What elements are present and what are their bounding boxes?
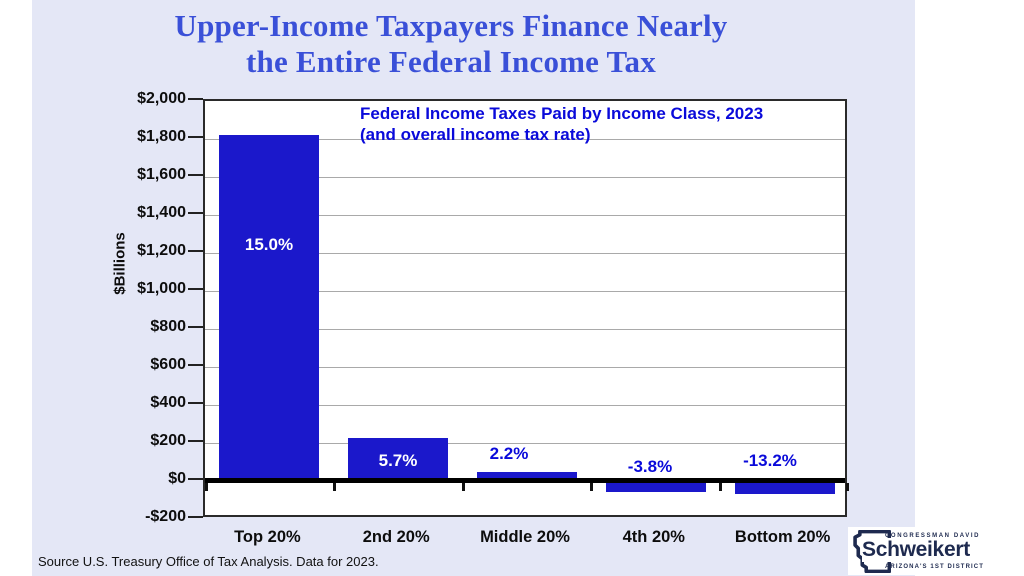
- x-tick-mark: [846, 483, 849, 491]
- y-tick-mark: [188, 440, 203, 442]
- y-gridline: [205, 443, 845, 444]
- y-tick-mark: [188, 250, 203, 252]
- slide-title-line2: the Entire Federal Income Tax: [246, 44, 656, 79]
- bar-4th-20-: [605, 481, 706, 493]
- y-tick-label: $0: [168, 470, 186, 487]
- chart-subtitle-line2: (and overall income tax rate): [360, 125, 591, 144]
- x-category-label: 4th 20%: [622, 528, 685, 546]
- logo-congressman-text: CONGRESSMAN DAVID: [885, 533, 981, 539]
- x-category-label: Top 20%: [234, 528, 301, 546]
- y-tick-mark: [188, 212, 203, 214]
- x-category-label: Middle 20%: [480, 528, 570, 546]
- x-tick-mark: [205, 483, 208, 491]
- y-gridline: [205, 329, 845, 330]
- y-tick-mark: [188, 478, 203, 480]
- y-gridline: [205, 253, 845, 254]
- slide-title-line1: Upper-Income Taxpayers Finance Nearly: [174, 8, 728, 43]
- y-tick-label: $200: [150, 432, 186, 449]
- x-tick-mark: [461, 483, 465, 491]
- rate-label: 2.2%: [489, 444, 529, 463]
- rate-label: 15.0%: [244, 235, 294, 254]
- y-tick-label: $1,200: [137, 242, 186, 259]
- y-gridline: [205, 405, 845, 406]
- y-tick-label: -$200: [145, 508, 186, 525]
- chart-subtitle: Federal Income Taxes Paid by Income Clas…: [360, 103, 763, 145]
- y-tick-mark: [188, 174, 203, 176]
- y-tick-label: $800: [150, 318, 186, 335]
- y-tick-label: $1,400: [137, 204, 186, 221]
- bar-top-20-: [219, 135, 320, 481]
- chart-subtitle-line1: Federal Income Taxes Paid by Income Clas…: [360, 104, 764, 123]
- x-tick-mark: [332, 483, 336, 491]
- bar-bottom-20-: [734, 481, 835, 495]
- slide: Upper-Income Taxpayers Finance Nearly th…: [32, 0, 915, 576]
- logo-name-text: Schweikert: [862, 538, 972, 562]
- y-gridline: [205, 177, 845, 178]
- y-tick-label: $600: [150, 356, 186, 373]
- y-tick-label: $1,800: [137, 128, 186, 145]
- y-gridline: [205, 291, 845, 292]
- plot-area: Federal Income Taxes Paid by Income Clas…: [203, 99, 849, 517]
- y-tick-label: $1,600: [137, 166, 186, 183]
- y-gridline: [205, 367, 845, 368]
- y-tick-mark: [188, 516, 203, 518]
- y-gridline: [205, 139, 845, 140]
- y-tick-label: $1,000: [137, 280, 186, 297]
- bar-2nd-20-: [348, 438, 449, 481]
- y-tick-mark: [188, 98, 203, 100]
- x-category-label: Bottom 20%: [734, 528, 831, 546]
- x-category-label: 2nd 20%: [362, 528, 430, 546]
- source-note: Source U.S. Treasury Office of Tax Analy…: [38, 554, 379, 569]
- slide-title: Upper-Income Taxpayers Finance Nearly th…: [20, 8, 882, 80]
- x-tick-mark: [719, 483, 723, 491]
- rate-label: -3.8%: [627, 457, 673, 476]
- rate-label: -13.2%: [743, 451, 797, 470]
- logo-district-text: ARIZONA'S 1ST DISTRICT: [885, 564, 984, 570]
- rate-label: 5.7%: [378, 451, 418, 470]
- zero-axis-line: [205, 478, 845, 483]
- bar-middle-20-: [477, 471, 577, 481]
- y-tick-mark: [188, 136, 203, 138]
- y-tick-mark: [188, 402, 203, 404]
- y-tick-mark: [188, 288, 203, 290]
- y-tick-label: $400: [150, 394, 186, 411]
- congressman-logo: CONGRESSMAN DAVID Schweikert ARIZONA'S 1…: [848, 527, 1020, 575]
- y-tick-mark: [188, 364, 203, 366]
- y-tick-label: $2,000: [137, 90, 186, 107]
- x-tick-mark: [590, 483, 594, 491]
- y-gridline: [205, 215, 845, 216]
- y-tick-mark: [188, 326, 203, 328]
